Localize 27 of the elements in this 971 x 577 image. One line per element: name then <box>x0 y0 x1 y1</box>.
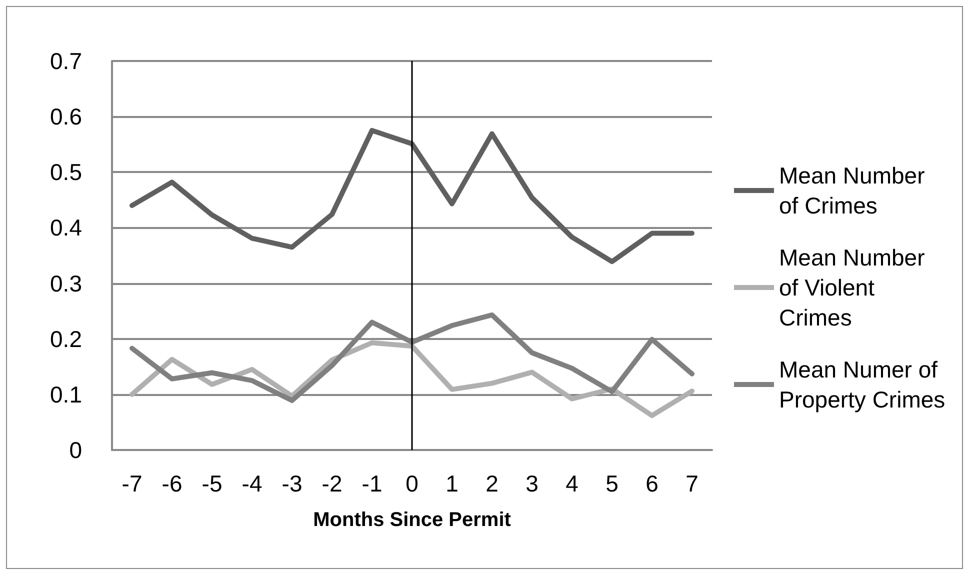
x-tick-label: 5 <box>606 470 618 496</box>
x-tick-label: -4 <box>242 470 262 496</box>
x-tick-label: -7 <box>122 470 142 496</box>
legend-label: Mean Numer of Property Crimes <box>779 356 946 412</box>
x-tick-label: 1 <box>446 470 458 496</box>
x-tick-label: 6 <box>646 470 658 496</box>
legend-label: Mean Number of Crimes <box>779 162 932 218</box>
x-tick-label: -2 <box>322 470 342 496</box>
x-tick-label: 2 <box>486 470 498 496</box>
y-tick-label: 0.3 <box>50 270 82 296</box>
y-tick-label: 0.1 <box>50 381 82 408</box>
x-tick-label: -5 <box>202 470 222 496</box>
y-tick-label: 0.4 <box>50 214 82 241</box>
y-tick-label: 0.6 <box>50 104 82 130</box>
x-tick-label: 0 <box>406 470 418 496</box>
y-tick-label: 0.2 <box>50 326 82 352</box>
y-tick-label: 0 <box>69 437 82 463</box>
x-tick-label: -3 <box>282 470 302 496</box>
legend-label: Mean Number of Violent Crimes <box>779 244 932 330</box>
x-tick-label: 7 <box>686 470 698 496</box>
x-tick-label: 3 <box>526 470 538 496</box>
x-tick-label: 4 <box>566 470 579 496</box>
y-tick-label: 0.5 <box>50 159 82 186</box>
x-tick-label: -6 <box>162 470 182 496</box>
y-tick-label: 0.7 <box>50 48 82 74</box>
x-axis-title: Months Since Permit <box>313 509 512 531</box>
x-tick-label: -1 <box>362 470 382 496</box>
